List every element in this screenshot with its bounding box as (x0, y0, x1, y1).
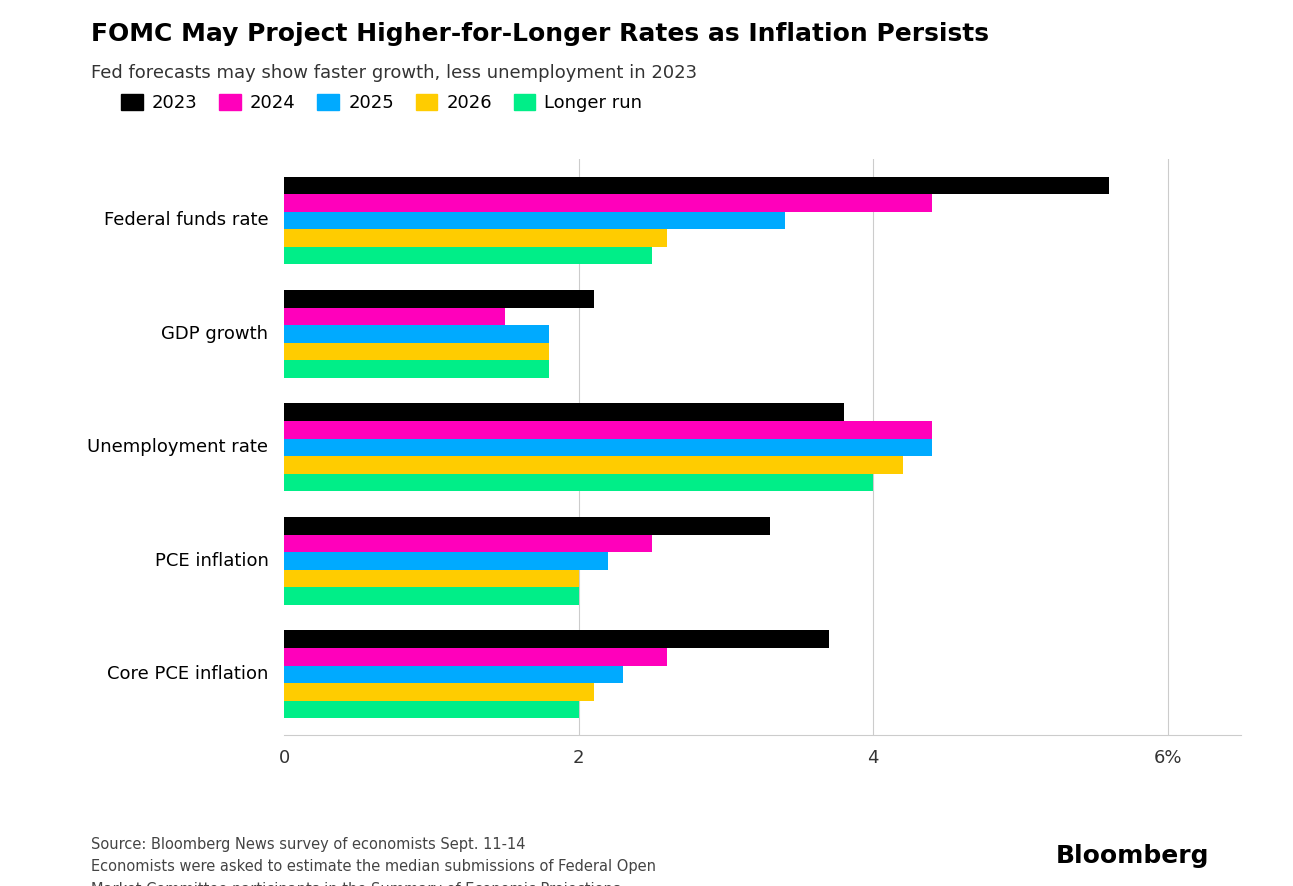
Bar (284, 229, 667, 247)
Bar (284, 247, 653, 264)
Bar (284, 587, 579, 605)
Bar (284, 517, 771, 534)
Bar (284, 194, 932, 212)
Bar (284, 325, 550, 343)
Text: Fed forecasts may show faster growth, less unemployment in 2023: Fed forecasts may show faster growth, le… (91, 64, 697, 82)
Bar (284, 648, 667, 665)
Bar (284, 456, 903, 474)
Bar (284, 361, 550, 378)
Bar (284, 683, 593, 701)
Text: Source: Bloomberg News survey of economists Sept. 11-14
Economists were asked to: Source: Bloomberg News survey of economi… (91, 837, 656, 886)
Bar (284, 439, 932, 456)
Bar (284, 474, 873, 492)
Bar (284, 665, 623, 683)
Bar (284, 212, 785, 229)
Bar (284, 307, 506, 325)
Bar (284, 631, 829, 648)
Bar (284, 421, 932, 439)
Bar (284, 290, 593, 307)
Bar (284, 343, 550, 361)
Bar (284, 176, 1109, 194)
Bar (284, 701, 579, 719)
Bar (284, 534, 653, 552)
Text: FOMC May Project Higher-for-Longer Rates as Inflation Persists: FOMC May Project Higher-for-Longer Rates… (91, 22, 989, 46)
Legend: 2023, 2024, 2025, 2026, Longer run: 2023, 2024, 2025, 2026, Longer run (122, 94, 643, 112)
Bar (284, 552, 608, 570)
Bar (284, 403, 844, 421)
Text: Bloomberg: Bloomberg (1055, 844, 1209, 868)
Bar (284, 570, 579, 587)
